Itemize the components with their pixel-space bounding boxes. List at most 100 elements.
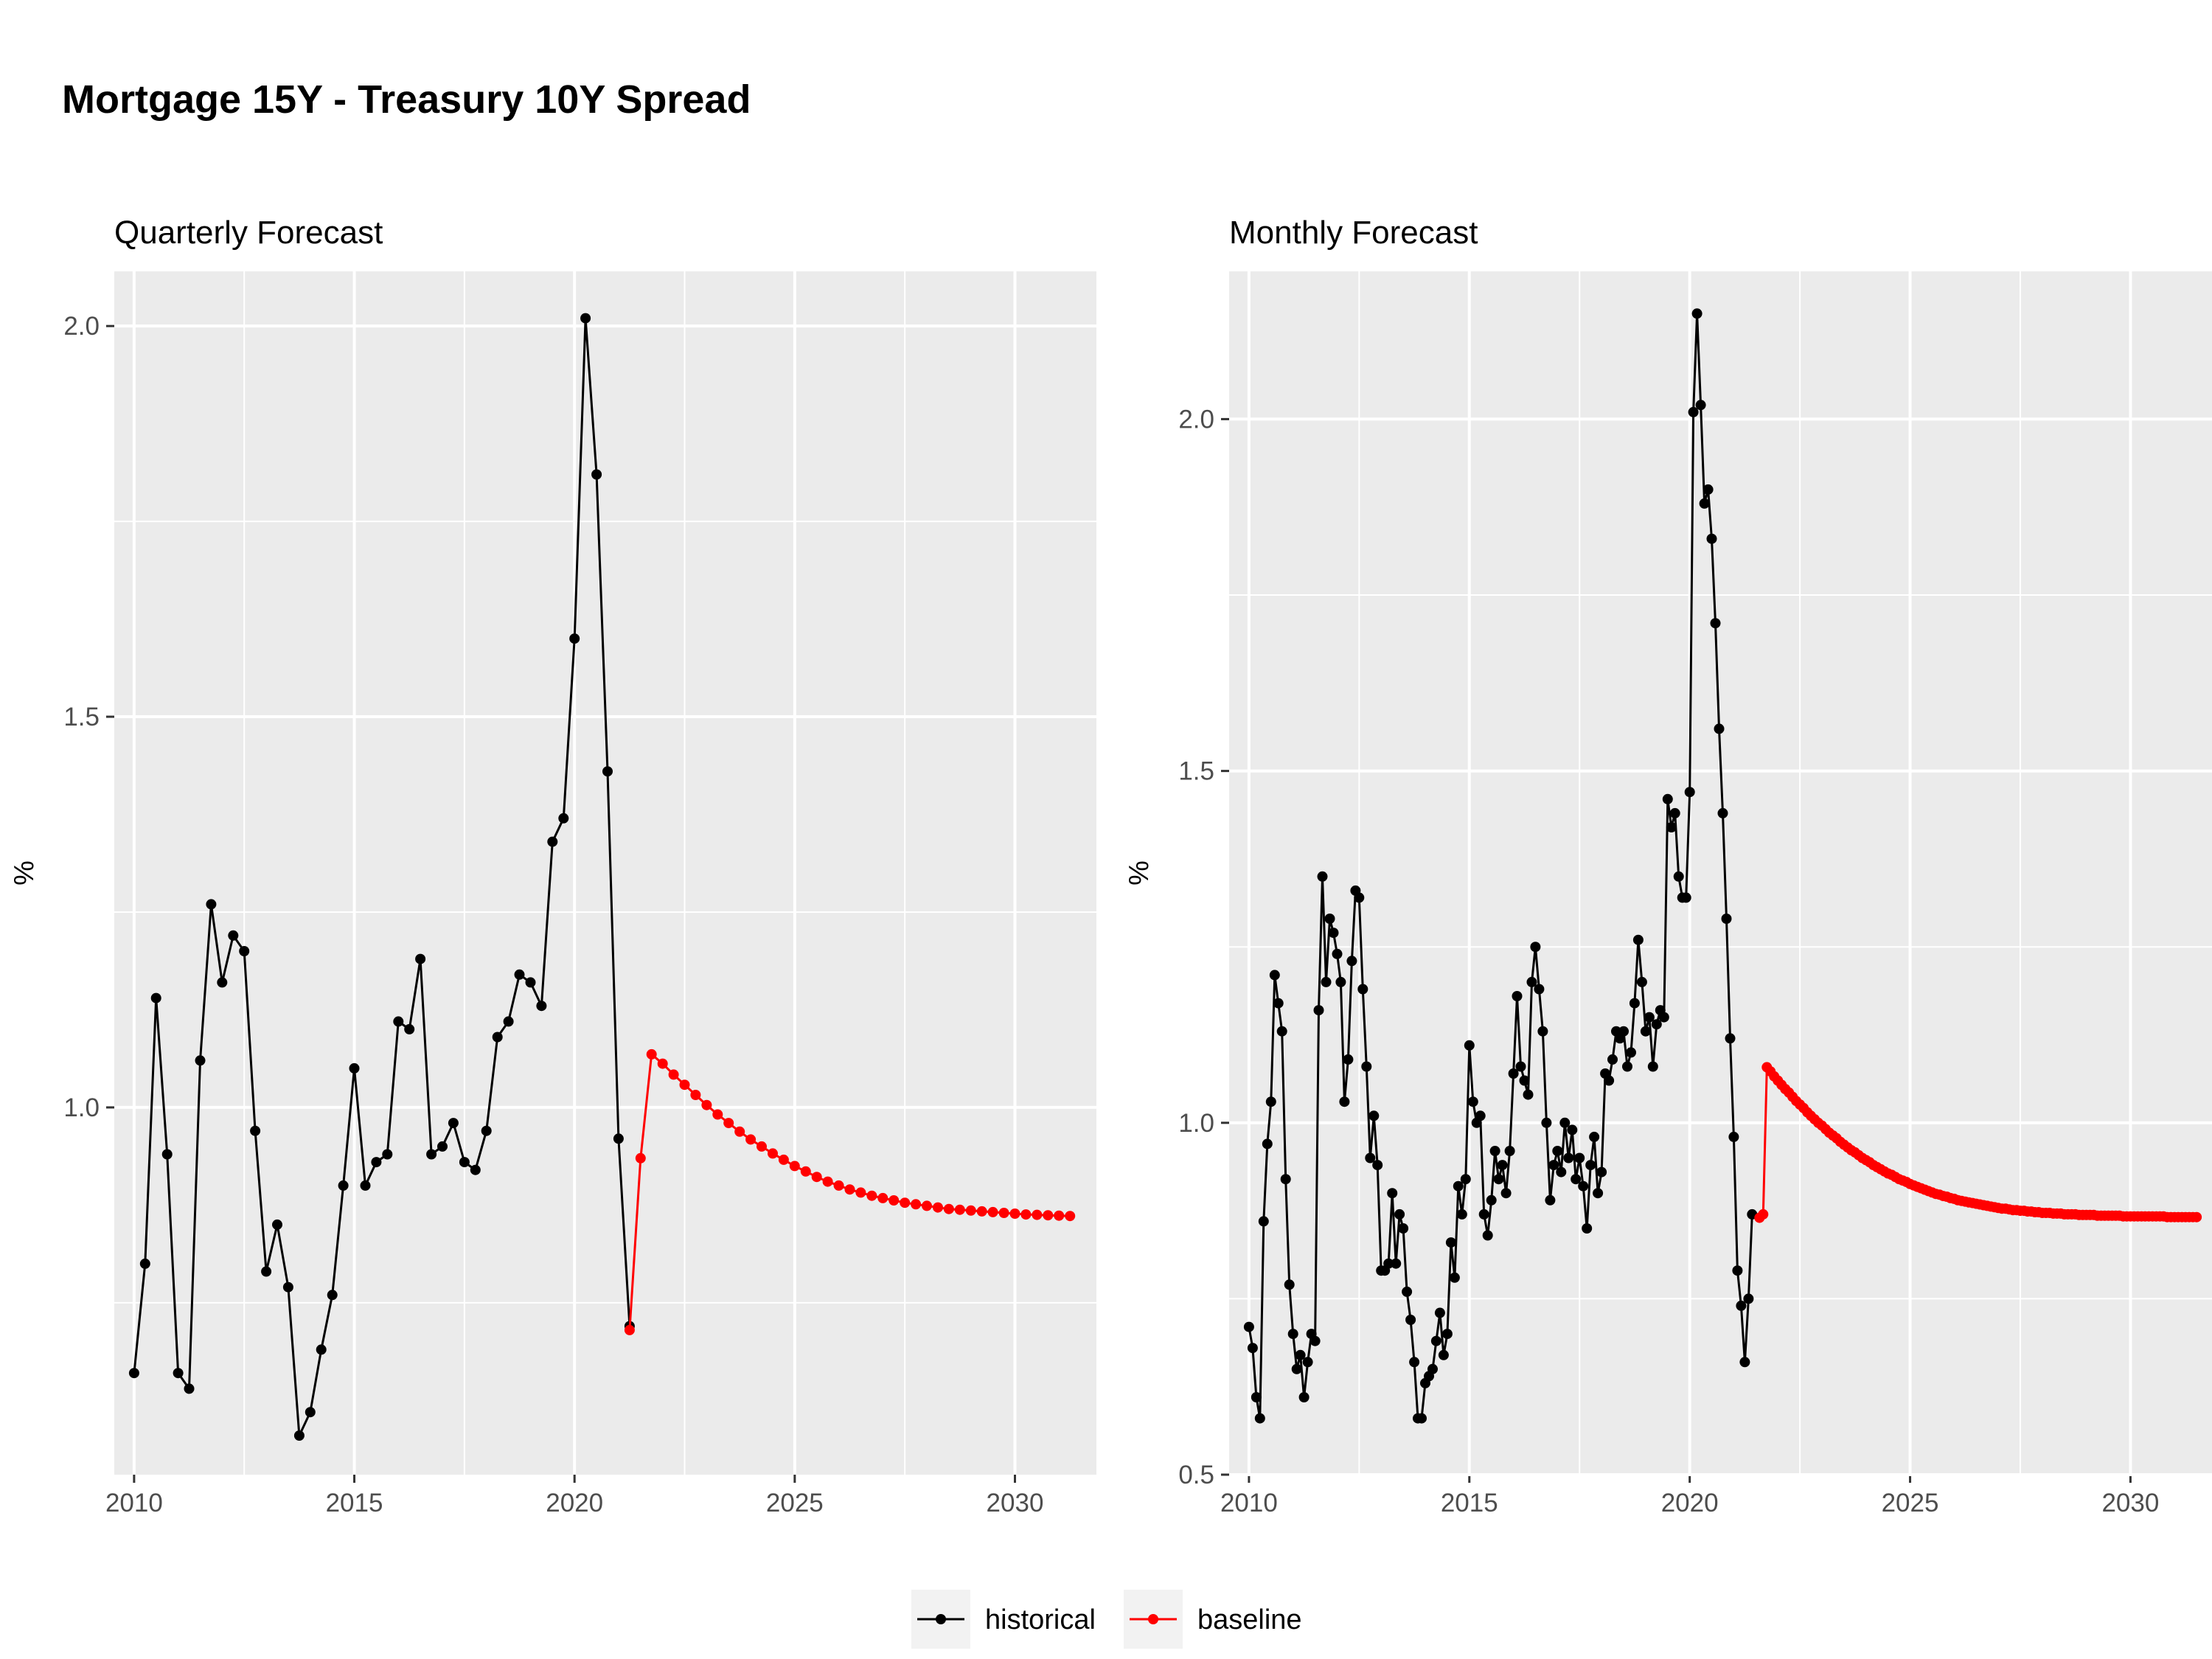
- x-tick-label: 2025: [1882, 1489, 1939, 1517]
- data-point-historical: [1725, 1033, 1736, 1044]
- data-point-historical: [525, 977, 536, 988]
- data-point-historical: [1537, 1026, 1548, 1037]
- data-point-baseline: [888, 1195, 900, 1206]
- data-point-historical: [1714, 723, 1725, 734]
- data-point-historical: [1593, 1188, 1604, 1199]
- data-point-historical: [1559, 1117, 1571, 1128]
- data-point-historical: [1445, 1237, 1456, 1248]
- data-point-baseline: [1032, 1209, 1043, 1220]
- data-point-historical: [1391, 1258, 1402, 1269]
- legend-key-point: [936, 1614, 946, 1624]
- data-point-historical: [1486, 1194, 1497, 1206]
- data-point-historical: [1482, 1230, 1493, 1241]
- y-tick-label: 1.0: [63, 1093, 100, 1122]
- y-tick-label: 0.5: [1178, 1461, 1214, 1489]
- data-point-historical: [1578, 1180, 1589, 1192]
- data-point-historical: [327, 1290, 338, 1301]
- data-point-historical: [1736, 1300, 1747, 1311]
- y-axis-label: %: [1124, 860, 1155, 886]
- data-point-historical: [393, 1016, 404, 1027]
- data-point-historical: [1563, 1152, 1574, 1164]
- data-point-historical: [1574, 1152, 1585, 1164]
- x-tick-label: 2030: [987, 1489, 1044, 1517]
- data-point-baseline: [1043, 1210, 1054, 1221]
- data-point-historical: [1394, 1208, 1405, 1220]
- data-point-historical: [1519, 1075, 1530, 1086]
- data-point-historical: [404, 1023, 415, 1034]
- data-point-historical: [1706, 533, 1717, 544]
- data-point-historical: [1673, 871, 1684, 882]
- data-point-historical: [1298, 1392, 1310, 1402]
- data-point-historical: [239, 946, 250, 956]
- data-point-historical: [1582, 1223, 1593, 1234]
- data-point-historical: [1467, 1096, 1478, 1107]
- data-point-historical: [1357, 984, 1368, 995]
- data-point-historical: [371, 1157, 382, 1168]
- data-point-baseline: [712, 1109, 723, 1120]
- data-point-historical: [1567, 1124, 1578, 1135]
- data-point-historical: [316, 1344, 327, 1355]
- data-point-historical: [613, 1133, 624, 1144]
- plot-background: [114, 271, 1096, 1475]
- data-point-baseline: [965, 1205, 976, 1216]
- data-point-historical: [1658, 1012, 1669, 1023]
- x-tick-label: 2015: [326, 1489, 383, 1517]
- data-point-baseline: [933, 1202, 943, 1213]
- data-point-historical: [1456, 1208, 1467, 1220]
- data-point-historical: [591, 469, 602, 480]
- data-point-historical: [536, 1001, 547, 1012]
- data-point-historical: [1291, 1363, 1302, 1374]
- series-line-historical: [133, 318, 631, 1440]
- data-point-baseline: [922, 1200, 932, 1211]
- data-point-historical: [492, 1032, 503, 1043]
- data-point-historical: [1346, 956, 1357, 967]
- data-point-historical: [1243, 1321, 1254, 1332]
- data-point-historical: [481, 1125, 492, 1136]
- data-point-baseline: [954, 1204, 965, 1215]
- data-point-historical: [1339, 1096, 1350, 1107]
- data-point-baseline: [624, 1324, 635, 1335]
- data-point-baseline: [768, 1148, 778, 1159]
- y-tick-label: 1.5: [1178, 757, 1214, 786]
- data-point-historical: [1475, 1110, 1486, 1121]
- data-point-historical: [1721, 914, 1732, 924]
- panel-subtitle: Quarterly Forecast: [114, 215, 383, 251]
- data-point-historical: [514, 969, 525, 980]
- data-point-historical: [1493, 1174, 1504, 1185]
- data-point-historical: [1512, 991, 1523, 1001]
- data-point-historical: [470, 1164, 481, 1175]
- data-point-historical: [150, 992, 161, 1004]
- data-point-historical: [1434, 1307, 1445, 1318]
- data-point-historical: [415, 953, 426, 964]
- data-point-baseline: [976, 1206, 987, 1217]
- data-point-historical: [558, 813, 569, 824]
- data-point-historical: [1258, 1216, 1269, 1227]
- data-point-historical: [459, 1157, 470, 1168]
- data-point-historical: [1743, 1293, 1754, 1304]
- x-tick-label: 2020: [1661, 1489, 1719, 1517]
- data-point-baseline: [734, 1126, 745, 1137]
- data-point-historical: [1365, 1152, 1376, 1164]
- data-point-baseline: [900, 1197, 911, 1208]
- data-point-baseline: [701, 1099, 712, 1110]
- data-point-historical: [1622, 1061, 1632, 1072]
- data-point-historical: [1607, 1054, 1618, 1065]
- data-point-historical: [1251, 1392, 1262, 1402]
- data-point-historical: [1688, 406, 1699, 417]
- data-point-baseline: [811, 1172, 822, 1183]
- data-point-baseline: [998, 1208, 1009, 1218]
- data-point-historical: [1405, 1315, 1416, 1325]
- data-point-historical: [1354, 892, 1365, 903]
- data-point-historical: [1691, 308, 1703, 319]
- data-point-historical: [1332, 948, 1343, 959]
- data-point-baseline: [833, 1180, 844, 1191]
- data-point-baseline: [646, 1048, 657, 1060]
- data-point-historical: [1534, 984, 1545, 995]
- data-point-historical: [1402, 1286, 1413, 1297]
- data-point-historical: [1368, 1110, 1380, 1121]
- data-point-historical: [1273, 998, 1284, 1009]
- data-point-baseline: [943, 1203, 954, 1214]
- x-tick-label: 2030: [2101, 1489, 2159, 1517]
- data-point-historical: [1666, 822, 1677, 832]
- data-point-historical: [1556, 1166, 1567, 1178]
